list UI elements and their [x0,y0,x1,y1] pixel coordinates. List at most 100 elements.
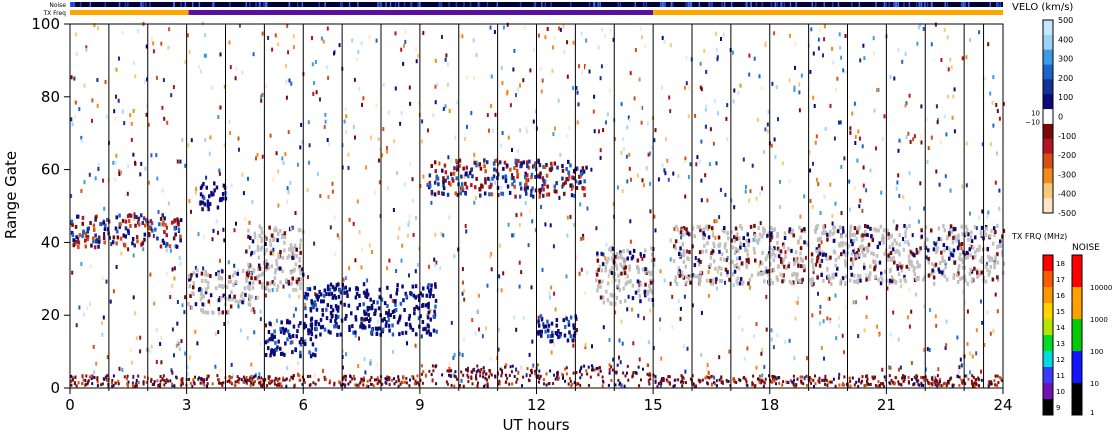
near-range-echo [534,369,537,373]
noise-bar-fleck [172,2,175,7]
echo-backscatter [338,288,342,293]
echo-backscatter [504,174,507,179]
echo-backscatter [119,222,122,227]
echo-cell [394,31,397,36]
echo-cell [176,321,179,326]
echo-backscatter [93,227,96,232]
echo-cell [524,201,527,205]
echo-backscatter [865,246,868,251]
echo-backscatter [878,260,882,265]
echo-backscatter [151,228,154,233]
echo-backscatter [532,163,536,168]
echo-backscatter [632,248,636,253]
near-range-echo [499,367,502,371]
echo-backscatter [693,263,697,268]
echo-backscatter [200,184,204,189]
echo-backscatter [512,176,515,180]
echo-backscatter [479,193,482,198]
echo-cell [626,125,629,130]
echo-cell [548,173,551,178]
echo-backscatter [855,253,858,258]
echo-backscatter [705,224,708,229]
near-range-echo [623,384,626,388]
near-range-echo [622,371,625,375]
echo-cell [260,98,263,103]
echo-cell [237,136,240,141]
near-range-echo [298,374,301,378]
echo-backscatter [952,248,956,253]
echo-cell [733,205,736,210]
echo-backscatter [206,273,210,277]
echo-cell [799,214,802,219]
echo-backscatter [739,223,742,228]
echo-cell [713,219,716,224]
echo-backscatter [90,243,93,248]
near-range-echo [923,378,926,382]
echo-cell [241,172,244,177]
echo-backscatter [943,259,946,264]
echo-backscatter [624,257,627,262]
echo-cell [823,194,826,199]
echo-backscatter [737,266,741,271]
near-range-echo [813,385,815,388]
echo-cell [417,53,420,58]
x-tick-label: 3 [182,396,192,414]
near-range-echo [446,382,449,386]
echo-cell [883,114,886,119]
echo-backscatter [465,171,468,176]
near-range-echo [167,379,169,383]
echo-backscatter [879,281,883,286]
echo-cell [935,104,938,109]
noise-bar-fleck [448,2,450,7]
echo-cell [382,82,385,87]
noise-bar-fleck [661,2,664,7]
echo-cell [403,43,406,48]
echo-cell [907,131,910,136]
echo-backscatter [137,216,141,221]
echo-cell [975,328,978,333]
echo-cell [414,269,417,274]
echo-backscatter [315,307,319,312]
echo-backscatter [630,256,634,261]
echo-cell [862,247,865,252]
echo-cell [707,370,710,375]
echo-backscatter [769,233,772,237]
echo-cell [135,336,138,341]
echo-backscatter [434,298,438,303]
noise-bar-fleck [924,2,926,7]
near-range-echo [579,376,582,380]
echo-cell [621,189,624,194]
echo-cell [851,111,854,116]
echo-cell [597,45,600,50]
near-range-echo [903,378,906,381]
near-range-echo [84,379,87,382]
echo-cell [796,300,799,305]
echo-cell [838,372,841,377]
echo-backscatter [248,297,252,302]
echo-backscatter [924,225,928,230]
near-range-echo [668,381,671,385]
near-range-echo [693,384,696,388]
echo-backscatter [203,202,206,207]
echo-backscatter [304,306,307,311]
echo-backscatter [401,284,404,289]
echo-backscatter [874,274,878,279]
near-range-echo [743,375,746,379]
echo-cell [572,343,575,348]
echo-backscatter [801,277,804,282]
echo-backscatter [898,233,901,237]
echo-cell [217,330,220,335]
near-range-echo [930,381,933,385]
echo-cell [700,178,703,183]
echo-backscatter [362,324,365,328]
echo-backscatter [309,308,313,313]
echo-backscatter [615,296,618,300]
near-range-echo [610,365,613,369]
echo-backscatter [250,308,254,313]
echo-cell [147,122,150,127]
echo-backscatter [994,256,997,261]
echo-cell [718,215,721,220]
txfreq-colorbar-segment [1043,271,1053,288]
echo-cell [540,205,543,209]
echo-backscatter [114,226,118,231]
